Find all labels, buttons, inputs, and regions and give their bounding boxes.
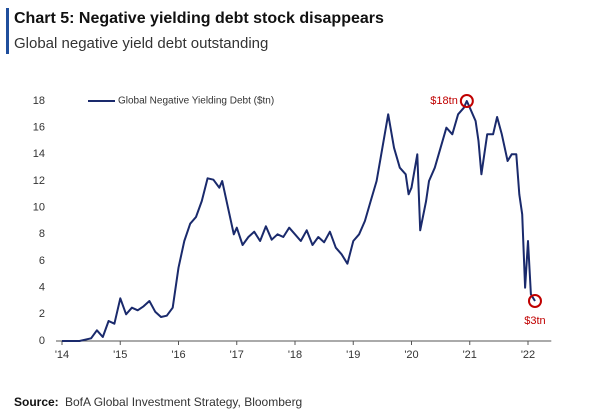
y-tick-label: 4 <box>39 282 45 294</box>
y-tick-label: 8 <box>39 228 45 240</box>
y-tick-label: 0 <box>39 335 45 347</box>
x-tick-label: '16 <box>171 349 185 361</box>
annotation: $18tn <box>430 95 458 107</box>
x-tick-label: '15 <box>113 349 127 361</box>
y-tick-label: 16 <box>33 122 45 134</box>
annotation-circle <box>459 94 474 108</box>
x-tick-label: '21 <box>463 349 477 361</box>
annotation: $3tn <box>524 315 545 327</box>
chart-title: Chart 5: Negative yielding debt stock di… <box>14 10 384 27</box>
x-tick-label: '19 <box>346 349 360 361</box>
y-tick-label: 14 <box>33 148 45 160</box>
legend-label: Global Negative Yielding Debt ($tn) <box>118 96 274 107</box>
x-tick-label: '20 <box>404 349 418 361</box>
chart-subtitle: Global negative yield debt outstanding <box>14 35 268 52</box>
x-tick-label: '18 <box>288 349 302 361</box>
series-line <box>62 100 536 342</box>
annotation-circle <box>527 294 542 308</box>
x-tick-label: '22 <box>521 349 535 361</box>
y-tick-label: 2 <box>39 308 45 320</box>
x-tick-label: '14 <box>55 349 69 361</box>
y-tick-label: 12 <box>33 175 45 187</box>
y-tick-label: 10 <box>33 202 45 214</box>
title-bar <box>6 8 9 54</box>
y-tick-label: 6 <box>39 255 45 267</box>
y-tick-label: 18 <box>33 95 45 107</box>
source: BofA Global Investment Strategy, Bloombe… <box>65 395 302 409</box>
x-tick-label: '17 <box>230 349 244 361</box>
source-label: Source: <box>14 395 59 409</box>
